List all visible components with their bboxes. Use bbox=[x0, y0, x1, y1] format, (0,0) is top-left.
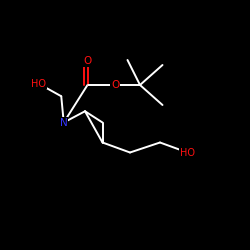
Text: HO: HO bbox=[31, 79, 46, 89]
Text: N: N bbox=[60, 118, 68, 128]
Text: HO: HO bbox=[180, 148, 195, 158]
Text: O: O bbox=[111, 80, 119, 90]
Text: O: O bbox=[84, 56, 92, 66]
